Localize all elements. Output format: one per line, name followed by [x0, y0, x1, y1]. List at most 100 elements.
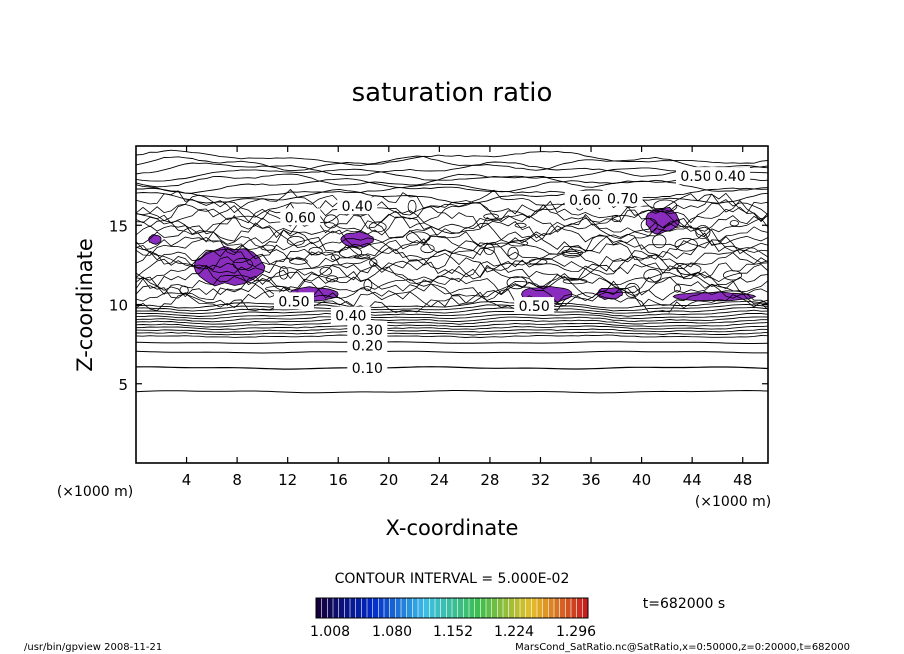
contour-line [135, 350, 768, 354]
contour-cell [507, 246, 519, 260]
contour-cell [640, 217, 658, 233]
contour-cell [673, 284, 681, 293]
x-tick-label: 48 [733, 471, 752, 489]
contour-cell [483, 243, 495, 255]
contour-line [135, 225, 769, 249]
contour-line [135, 275, 769, 299]
contour-line [135, 328, 769, 333]
contour-line [135, 309, 769, 317]
x-tick-label: 44 [683, 471, 702, 489]
footer-left: /usr/bin/gpview 2008-11-21 [24, 642, 162, 653]
contour-cell [325, 275, 339, 283]
y-tick-label: 10 [109, 297, 128, 315]
contour-label: 0.10 [352, 361, 383, 377]
contour-line [135, 316, 769, 323]
contour-cell [179, 285, 189, 295]
x-tick-label: 20 [379, 471, 398, 489]
contour-line [136, 312, 769, 320]
colorbar-swatch [418, 598, 424, 618]
footer-right: MarsCond_SatRatio.nc@SatRatio,x=0:50000,… [515, 642, 850, 653]
colorbar-swatch [327, 598, 334, 618]
contour-cell [562, 250, 582, 258]
colorbar-swatch [531, 598, 538, 618]
colorbar-swatch [378, 598, 385, 618]
colorbar-swatch [429, 598, 436, 618]
x-tick-label: 32 [531, 471, 550, 489]
contour-cell [286, 235, 305, 246]
contour-label-bg [710, 167, 751, 185]
contour-cell [407, 199, 417, 214]
contour-label: 0.50 [680, 169, 711, 185]
contour-cell [695, 225, 711, 240]
contour-label: 0.30 [352, 323, 383, 339]
contour-line [135, 280, 769, 305]
x-tick-label: 12 [278, 471, 297, 489]
contour-line [135, 240, 769, 262]
contour-cell [611, 214, 621, 223]
y-ticks: 5 10 15 [109, 217, 768, 394]
x-unit-right: (×1000 m) [695, 494, 771, 510]
colorbar-swatch [514, 598, 521, 618]
contour-cell [369, 258, 378, 267]
colorbar-swatch [480, 598, 487, 618]
contour-line [135, 318, 768, 325]
colorbar-swatch [559, 598, 566, 618]
colorbar-tick-label: 1.152 [433, 624, 473, 640]
colorbar-tick-label: 1.008 [310, 624, 350, 640]
contour-line [135, 172, 769, 188]
colorbar-swatch [338, 598, 345, 618]
contour-line [135, 389, 769, 394]
contour-line [135, 303, 769, 312]
contour-line [135, 204, 769, 229]
colorbar-swatch [384, 598, 390, 618]
colorbar-swatch [446, 598, 453, 618]
contour-cell [368, 221, 387, 233]
contour-line [135, 230, 769, 256]
contour-cell [653, 199, 678, 213]
contour-label-bg [564, 190, 605, 208]
contour-line [135, 236, 769, 260]
contour-label-bg [337, 197, 378, 215]
contour-line [135, 366, 769, 370]
contour-cell [507, 240, 529, 247]
contour-label: 0.60 [285, 210, 316, 226]
x-ticks: 4 8 12 16 20 24 28 32 36 40 44 48 [182, 146, 752, 489]
contour-label-bg [675, 167, 716, 185]
colorbar-swatch [350, 598, 356, 618]
contour-line [135, 261, 769, 284]
contour-line [135, 264, 769, 290]
contour-cell [353, 254, 371, 260]
contour-label-bg [602, 189, 643, 207]
colorbar-swatch [457, 598, 464, 618]
contour-cell [528, 258, 548, 266]
colorbar-tick-label: 1.224 [494, 624, 534, 640]
colorbar-swatch [321, 598, 328, 618]
colorbar-swatch [361, 598, 368, 618]
contour-cell [506, 276, 528, 290]
contour-cell [676, 263, 702, 276]
colorbar-swatch [537, 598, 543, 618]
plot-frame [135, 145, 769, 464]
colorbar-frame [315, 597, 589, 619]
colorbar-swatch [565, 598, 572, 618]
x-tick-label: 36 [581, 471, 600, 489]
colorbar-swatch [423, 598, 430, 618]
contour-cell [323, 214, 339, 229]
contour-label: 0.20 [352, 339, 383, 355]
contour-label: 0.60 [569, 193, 600, 209]
colorbar-swatch [576, 598, 583, 618]
colorbar-swatch [542, 598, 549, 618]
contour-line [135, 149, 769, 166]
plot-area: 0.100.200.300.400.400.600.60 0.700.50 0.40… [109, 145, 769, 489]
contour-label-bg [347, 320, 388, 338]
colorbar-swatch [571, 598, 577, 618]
contour-label: 0.50 [278, 294, 309, 310]
contour-cell [232, 257, 253, 270]
supersaturated-region [148, 234, 162, 245]
contour-label: 0.40 [714, 169, 745, 185]
contour-line [135, 188, 769, 214]
x-tick-label: 28 [480, 471, 499, 489]
contour-cell [483, 213, 499, 220]
contour-cell [308, 246, 323, 256]
